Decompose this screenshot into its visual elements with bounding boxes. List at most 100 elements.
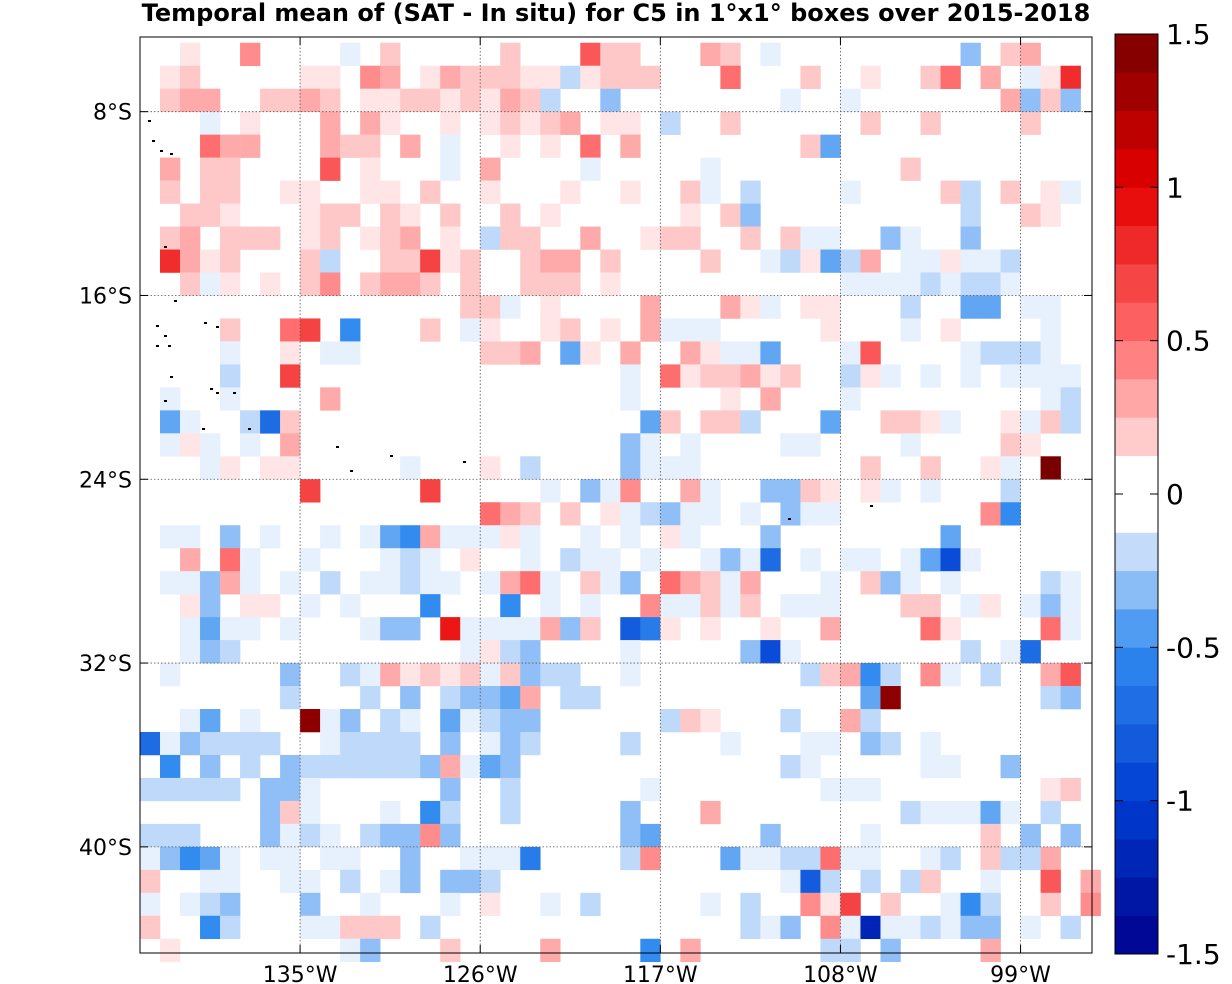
heatmap-cell: [200, 456, 221, 480]
heatmap-cell: [960, 341, 981, 365]
heatmap-cell: [1040, 65, 1061, 89]
heatmap-cell: [620, 731, 641, 756]
heatmap-cell: [720, 42, 741, 67]
heatmap-cell: [420, 88, 441, 112]
heatmap-cell: [840, 892, 861, 917]
heatmap-cell: [380, 42, 401, 67]
heatmap-cell: [380, 663, 401, 687]
heatmap-cell: [180, 548, 201, 572]
island-marker: [210, 388, 213, 390]
heatmap-cell: [920, 479, 941, 503]
heatmap-cell: [440, 754, 461, 779]
heatmap-cell: [360, 571, 381, 595]
heatmap-cell: [400, 249, 421, 273]
heatmap-cell: [820, 295, 841, 319]
heatmap-cell: [420, 249, 441, 273]
heatmap-cell: [860, 869, 881, 894]
heatmap-cell: [920, 249, 941, 273]
heatmap-cell: [700, 42, 721, 67]
heatmap-cell: [1020, 915, 1041, 940]
colorbar-tick-label: -1.5: [1166, 938, 1221, 971]
heatmap-cell: [740, 364, 761, 388]
heatmap-cell: [180, 88, 201, 112]
heatmap-cell: [700, 502, 721, 526]
heatmap-cell: [280, 686, 301, 710]
heatmap-cell: [220, 272, 241, 296]
heatmap-cell: [400, 731, 421, 756]
heatmap-cell: [480, 180, 501, 204]
heatmap-cell: [180, 272, 201, 296]
colorbar-segment: [1115, 800, 1158, 840]
heatmap-cell: [220, 157, 241, 181]
heatmap-cell: [500, 777, 521, 802]
heatmap-cell: [700, 157, 721, 181]
heatmap-cell: [400, 663, 421, 687]
island-marker: [202, 428, 205, 430]
heatmap-cell: [320, 731, 341, 756]
heatmap-cell: [180, 777, 201, 802]
heatmap-cell: [360, 226, 381, 250]
heatmap-cell: [1020, 410, 1041, 434]
heatmap-cell: [420, 594, 441, 618]
heatmap-cell: [440, 800, 461, 825]
heatmap-cell: [300, 823, 321, 848]
heatmap-cell: [540, 111, 561, 135]
heatmap-cell: [600, 249, 621, 273]
heatmap-cell: [1060, 410, 1081, 434]
heatmap-cell: [840, 777, 861, 802]
heatmap-cell: [280, 777, 301, 802]
heatmap-cell: [280, 318, 301, 342]
heatmap-cell: [200, 731, 221, 756]
heatmap-cell: [440, 525, 461, 549]
heatmap-cell: [520, 731, 541, 756]
heatmap-cell: [760, 640, 781, 664]
heatmap-cell: [440, 571, 461, 595]
heatmap-cell: [300, 709, 321, 733]
heatmap-cell: [940, 663, 961, 687]
heatmap-cell: [480, 341, 501, 365]
heatmap-cell: [840, 88, 861, 112]
heatmap-cell: [260, 777, 281, 802]
heatmap-cell: [1000, 456, 1021, 480]
heatmap-cell: [640, 410, 661, 434]
heatmap-cell: [600, 88, 621, 112]
heatmap-cell: [580, 341, 601, 365]
island-marker: [164, 335, 167, 337]
heatmap-cell: [920, 594, 941, 618]
heatmap-cell: [740, 410, 761, 434]
heatmap-cell: [220, 318, 241, 342]
heatmap-cell: [940, 800, 961, 825]
heatmap-cell: [520, 663, 541, 687]
heatmap-cell: [580, 548, 601, 572]
colorbar-segment: [1115, 110, 1158, 150]
heatmap-cell: [180, 594, 201, 618]
heatmap-cell: [1040, 318, 1061, 342]
colorbar-segment: [1115, 724, 1158, 763]
heatmap-cell: [620, 525, 641, 549]
heatmap-cell: [440, 823, 461, 848]
heatmap-cell: [200, 777, 221, 802]
heatmap-cell: [440, 869, 461, 894]
heatmap-cell: [200, 709, 221, 733]
heatmap-cell: [760, 364, 781, 388]
heatmap-cell: [500, 663, 521, 687]
heatmap-cell: [740, 571, 761, 595]
heatmap-cell: [820, 938, 841, 963]
heatmap-cell: [640, 226, 661, 250]
heatmap-cell: [1020, 295, 1041, 319]
heatmap-cell: [720, 341, 741, 365]
heatmap-cell: [280, 846, 301, 871]
heatmap-cell: [940, 915, 961, 940]
heatmap-cell: [680, 594, 701, 618]
heatmap-cell: [340, 42, 361, 67]
heatmap-cell: [200, 272, 221, 296]
heatmap-cell: [980, 249, 1001, 273]
heatmap-cell: [880, 364, 901, 388]
heatmap-cell: [300, 65, 321, 89]
colorbar-tick-label: 1.5: [1166, 18, 1211, 51]
heatmap-cell: [640, 938, 661, 963]
colorbar-segment: [1115, 570, 1158, 610]
heatmap-cell: [1060, 387, 1081, 411]
heatmap-cell: [240, 709, 261, 733]
heatmap-cell: [1060, 180, 1081, 204]
